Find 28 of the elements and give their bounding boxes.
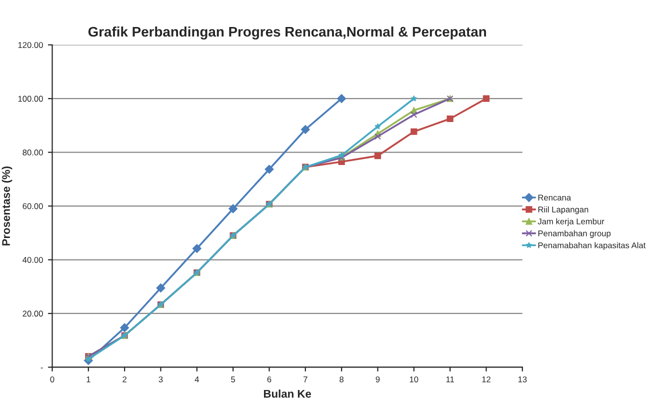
x-tick-label: 9 bbox=[376, 376, 380, 382]
y-tick-label: 80.00 bbox=[22, 150, 43, 156]
y-tick-label: 100.00 bbox=[18, 96, 43, 102]
y-tick-label: 40.00 bbox=[22, 256, 43, 263]
legend-label: Rencana bbox=[538, 194, 572, 201]
x-tick-label: 10 bbox=[410, 376, 418, 382]
x-tick-label: 8 bbox=[340, 376, 344, 382]
x-axis-title: Bulan Ke bbox=[264, 390, 312, 398]
legend-label: Riil Lapangan bbox=[538, 206, 588, 214]
x-tick-label: 6 bbox=[267, 376, 272, 382]
x-tick-label: 4 bbox=[194, 376, 199, 382]
y-tick-label: 60.00 bbox=[22, 203, 43, 210]
x-tick-label: 12 bbox=[482, 376, 490, 382]
legend-label: Penambahan group bbox=[538, 230, 611, 238]
y-axis-title: Prosentase (%) bbox=[2, 166, 12, 246]
y-tick-label: 120.00 bbox=[18, 42, 43, 48]
x-tick-label: 13 bbox=[518, 376, 527, 382]
x-tick-label: 7 bbox=[304, 376, 308, 382]
x-tick-label: 1 bbox=[86, 376, 90, 382]
y-tick-label: 20.00 bbox=[22, 310, 43, 317]
x-tick-label: 3 bbox=[158, 376, 163, 382]
x-tick-label: 5 bbox=[231, 376, 236, 382]
chart-title: Grafik Perbandingan Progres Rencana,Normal & Percepatan bbox=[88, 26, 486, 40]
legend-label: Jam kerja Lembur bbox=[538, 218, 604, 226]
x-tick-label: 11 bbox=[446, 376, 454, 382]
x-tick-label: 0 bbox=[50, 376, 54, 382]
legend-label: Penamabahan kapasitas Alat bbox=[538, 242, 646, 250]
x-tick-label: 2 bbox=[122, 376, 126, 382]
